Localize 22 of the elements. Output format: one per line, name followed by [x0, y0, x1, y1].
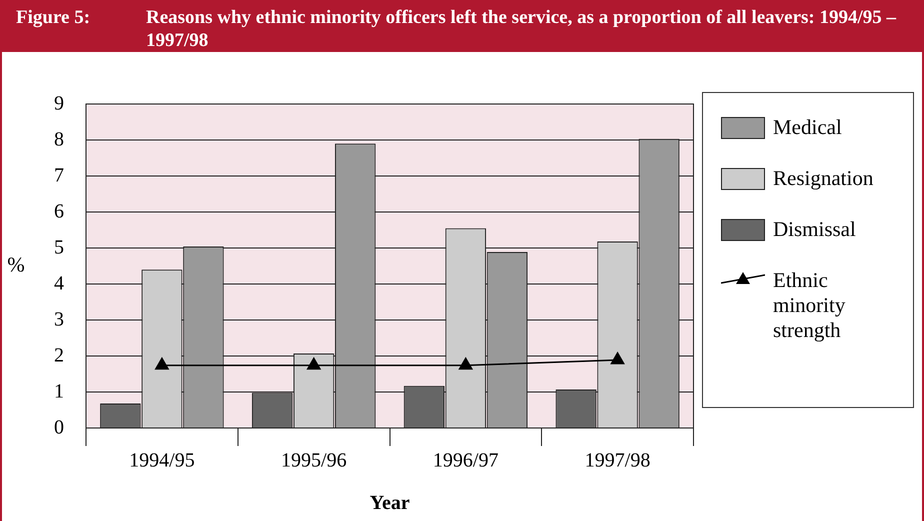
x-axis-title: Year [370, 492, 410, 514]
legend-label: Ethnic minority strength [773, 268, 846, 343]
y-tick-label: 6 [54, 200, 64, 222]
x-tick-label: 1994/95 [129, 449, 195, 472]
x-tick-label: 1997/98 [584, 449, 650, 472]
x-tick-label: 1996/97 [432, 449, 498, 472]
legend-label: Medical [773, 115, 842, 140]
y-tick-label: 1 [54, 380, 64, 402]
legend-label: Resignation [773, 166, 874, 191]
y-tick-label: 8 [54, 128, 64, 150]
y-tick-label: 9 [54, 92, 64, 114]
x-tick-label: 1995/96 [281, 449, 347, 472]
y-tick-label: 2 [54, 344, 64, 366]
y-tick-label: 5 [54, 236, 64, 258]
y-axis-title: % [7, 252, 25, 277]
y-tick-label: 0 [54, 416, 64, 438]
chart-subtitle: Reasons why ethnic minority officers left the service, as a proportion of all leavers: 1994/95 – 1997/98 [146, 6, 898, 51]
legend-label: Dismissal [773, 217, 856, 242]
y-tick-label: 7 [54, 164, 64, 186]
chart-title: Figure 5: [16, 6, 92, 30]
y-tick-label: 3 [54, 308, 64, 330]
y-tick-label: 4 [54, 272, 64, 294]
